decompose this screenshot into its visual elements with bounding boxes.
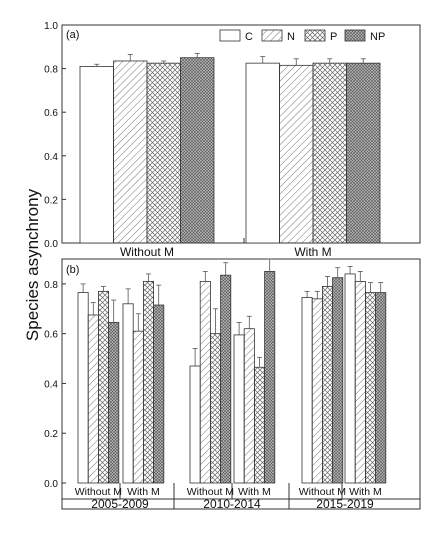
panel-b-bar-p-5	[364, 292, 376, 484]
panel-b-ytick-label-3: 0.6	[44, 330, 58, 341]
panel-b-bar-n-0	[87, 314, 99, 484]
y-axis-label: Species asynchrony	[23, 188, 42, 341]
panel-b-subcategory-label-1: With M	[127, 486, 160, 498]
panel-a-bar-n-0	[113, 60, 148, 244]
panel-b-bar-p-4	[321, 285, 333, 484]
panel-b-group-label-0: 2005-2009	[91, 497, 149, 511]
panel-a-ytick-label-2: 0.4	[44, 152, 58, 163]
legend-label-p: P	[330, 31, 337, 43]
panel-b-bar-np-5	[375, 292, 387, 484]
legend-swatch-n	[261, 29, 283, 42]
panel-b-bar-n-4	[311, 298, 323, 484]
panel-b-bar-c-2	[189, 365, 201, 484]
panel-b-frame	[61, 258, 421, 510]
panel-a-category-label-0: Without M	[120, 245, 174, 259]
panel-b-bar-p-1	[142, 280, 154, 484]
legend: C N P NP	[219, 29, 385, 43]
panel-b-bar-c-3	[233, 334, 245, 484]
legend-label-c: C	[245, 31, 253, 43]
panel-b-bar-np-0	[108, 322, 120, 484]
panel-a-ytick-label-0: 0.0	[44, 239, 58, 250]
panel-b-subcategory-label-5: With M	[349, 486, 382, 498]
panel-b-bar-n-3	[243, 328, 255, 484]
panel-b-bar-c-4	[301, 297, 313, 484]
panel-a-category-label-1: With M	[294, 245, 331, 259]
panel-b-bar-p-0	[98, 290, 110, 484]
panel-b-bar-np-2	[220, 274, 232, 484]
panel-a-bar-n-1	[279, 64, 314, 244]
panel-b-bar-n-1	[132, 330, 144, 484]
panel-a-bar-np-1	[346, 62, 381, 244]
panel-b-ytick-label-2: 0.4	[44, 379, 58, 390]
panel-a-bar-p-0	[146, 62, 181, 244]
panel-a-ytick-label-5: 1.0	[44, 21, 58, 32]
panel-a-ytick-label-3: 0.6	[44, 108, 58, 119]
panel-b-group-label-1: 2010-2014	[203, 497, 261, 511]
panel-b-ytick-label-4: 0.8	[44, 280, 58, 291]
panel-a-bar-p-1	[312, 62, 347, 244]
panel-b-bar-np-1	[153, 304, 165, 484]
panel-b-label: (b)	[66, 264, 79, 276]
panel-a-ytick-label-4: 0.8	[44, 65, 58, 76]
panel-a-ytick-label-1: 0.2	[44, 195, 58, 206]
panel-b-ytick-label-1: 0.2	[44, 429, 58, 440]
panel-b-bar-p-2	[209, 333, 221, 484]
panel-a-label: (a)	[66, 29, 79, 41]
panel-a-bar-np-0	[180, 57, 215, 244]
panel-b-bar-c-0	[77, 292, 89, 484]
legend-label-np: NP	[370, 31, 385, 43]
panel-a-frame	[61, 24, 421, 244]
panel-b-subcategory-label-3: With M	[238, 486, 271, 498]
panel-b-bar-n-2	[199, 280, 211, 484]
panel-b-bar-c-1	[122, 303, 134, 484]
panel-b-bar-n-5	[354, 280, 366, 484]
legend-swatch-c	[219, 29, 241, 42]
panel-a-bar-c-0	[79, 66, 114, 244]
panel-b-bar-np-3	[264, 271, 276, 484]
legend-swatch-np	[344, 29, 366, 42]
legend-swatch-p	[304, 29, 326, 42]
panel-b-group-label-2: 2015-2019	[316, 497, 374, 511]
legend-label-n: N	[287, 31, 295, 43]
panel-b-bar-np-4	[332, 277, 344, 484]
panel-b-bar-c-5	[344, 273, 356, 484]
panel-b-subcategory-label-0: Without M	[75, 486, 122, 498]
panel-b-ytick-label-0: 0.0	[44, 479, 58, 490]
panel-b-subcategory-label-4: Without M	[299, 486, 346, 498]
panel-b-bar-p-3	[253, 366, 265, 484]
panel-b-subcategory-label-2: Without M	[187, 486, 234, 498]
panel-a-bar-c-1	[245, 62, 280, 244]
